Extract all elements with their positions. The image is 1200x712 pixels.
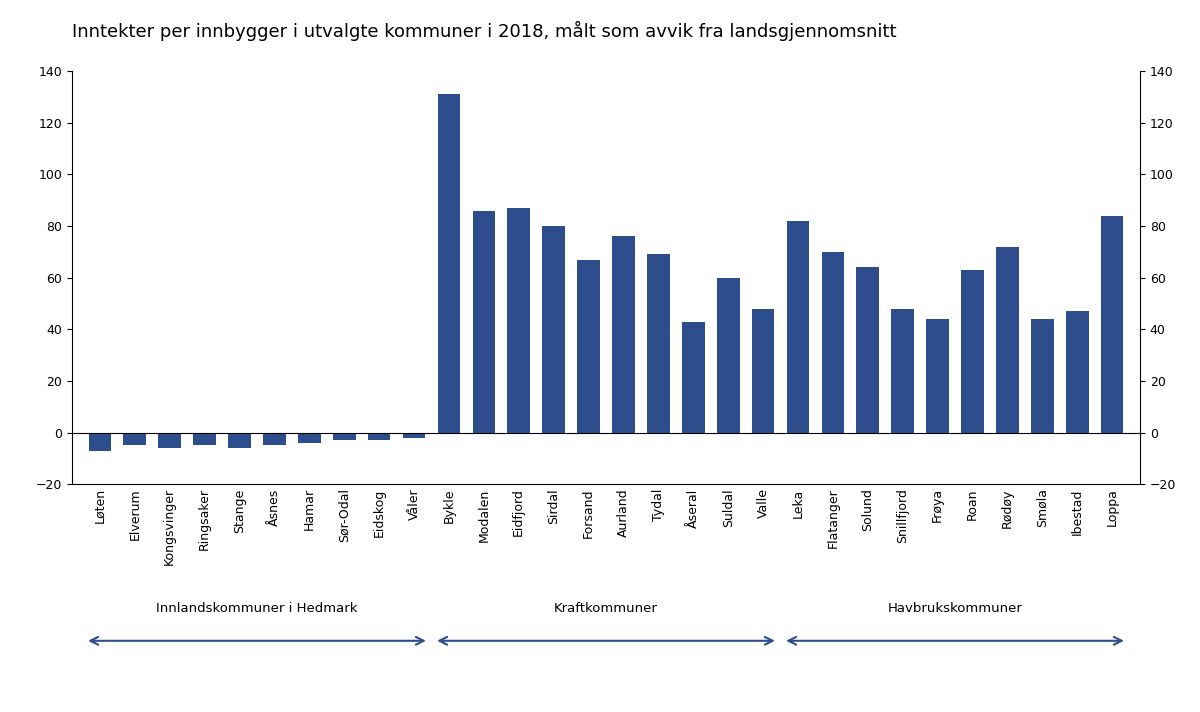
Bar (367, 433, 390, 440)
Text: Havbrukskommuner: Havbrukskommuner (888, 602, 1022, 615)
Bar (228, 433, 251, 448)
Bar (751, 309, 774, 433)
Bar (542, 226, 565, 433)
Text: Kraftkommuner: Kraftkommuner (554, 602, 658, 615)
Bar (473, 211, 496, 433)
Bar (332, 433, 355, 440)
Bar (787, 221, 809, 433)
Bar (892, 309, 914, 433)
Bar (577, 260, 600, 433)
Bar (961, 270, 984, 433)
Bar (716, 278, 739, 433)
Bar (298, 433, 320, 443)
Text: Inntekter per innbygger i utvalgte kommuner i 2018, målt som avvik fra landsgjen: Inntekter per innbygger i utvalgte kommu… (72, 21, 896, 41)
Bar (926, 319, 949, 433)
Bar (857, 268, 880, 433)
Bar (124, 433, 146, 446)
Bar (193, 433, 216, 446)
Bar (822, 252, 845, 433)
Text: Innlandskommuner i Hedmark: Innlandskommuner i Hedmark (156, 602, 358, 615)
Bar (996, 247, 1019, 433)
Bar (89, 433, 112, 451)
Bar (682, 322, 704, 433)
Bar (612, 236, 635, 433)
Bar (158, 433, 181, 448)
Bar (1031, 319, 1054, 433)
Bar (1066, 311, 1088, 433)
Bar (647, 254, 670, 433)
Bar (263, 433, 286, 446)
Bar (403, 433, 425, 438)
Bar (438, 95, 461, 433)
Bar (508, 208, 530, 433)
Bar (1100, 216, 1123, 433)
